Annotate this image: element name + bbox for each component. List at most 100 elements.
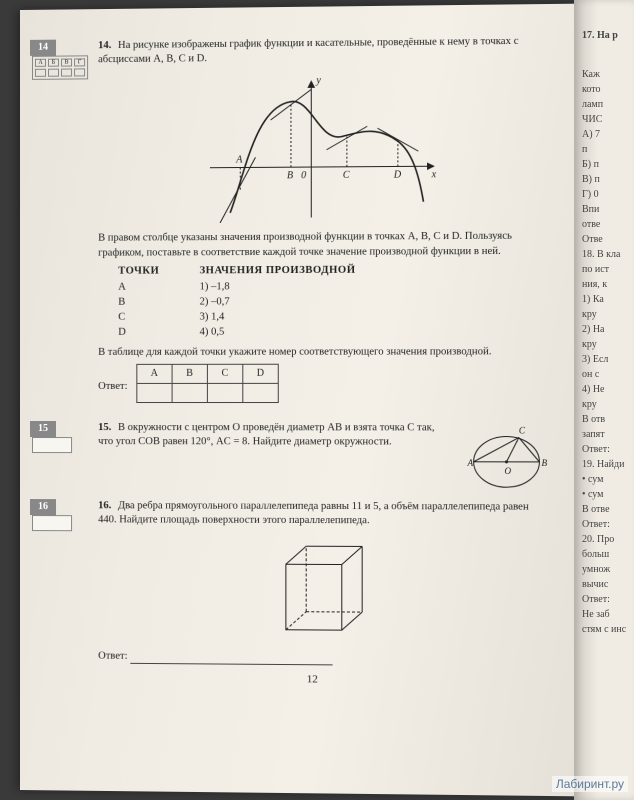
q16-content: 16. Два ребра прямоугольного параллелепи… — [98, 499, 548, 667]
q15-text: В окружности с центром O проведён диамет… — [98, 422, 434, 448]
q16-answer-line: Ответ: — [98, 650, 548, 668]
axis-label-x: x — [431, 170, 437, 181]
q16-answer-box[interactable] — [32, 515, 72, 531]
right-page-line: запят — [582, 429, 630, 440]
q16-margin: 16 — [30, 499, 90, 664]
right-page-peek: 17. На р КажкотолампЧИСА) 7 пБ) пВ) пГ) … — [574, 0, 634, 800]
right-page-line: Не заб — [582, 609, 630, 620]
answer-header: C — [207, 364, 242, 383]
point-item: C — [118, 311, 159, 325]
right-page-line: В отве — [582, 504, 630, 515]
watermark: Лабиринт.ру — [552, 776, 628, 792]
svg-text:A: A — [466, 457, 473, 467]
right-page-line: кру — [582, 309, 630, 320]
q16-text: Два ребра прямоугольного параллелепипеда… — [98, 500, 529, 526]
right-page-line: 1) Ка — [582, 294, 630, 305]
right-page-line: стям с инс — [582, 624, 630, 635]
right-page-line: В) п — [582, 174, 630, 185]
answer-cell[interactable] — [172, 383, 207, 402]
value-item: 1) –1,8 — [200, 280, 356, 295]
right-page-line: отве — [582, 219, 630, 230]
right-page-line: 20. Про — [582, 534, 630, 545]
q14-text2: В правом столбце указаны значения произв… — [98, 230, 548, 261]
answer-cell[interactable] — [137, 383, 172, 402]
q17-lead: 17. На р — [582, 30, 630, 41]
abvg-cell: А — [35, 59, 46, 67]
q14-text3: В таблице для каждой точки укажите номер… — [98, 345, 548, 360]
q15-margin: 15 — [30, 421, 90, 491]
right-page-line: умнож — [582, 564, 630, 575]
right-page-line: по ист — [582, 264, 630, 275]
q14-margin: 14 А Б В Г — [30, 39, 90, 412]
q14-content: 14. На рисунке изображены график функции… — [98, 34, 548, 412]
right-page-line: В отв — [582, 414, 630, 425]
answer-rule[interactable] — [130, 653, 332, 666]
axis-label-y: y — [315, 76, 321, 87]
svg-text:O: O — [504, 466, 511, 476]
q14-text1: На рисунке изображены график функции и к… — [98, 36, 518, 66]
answer-cell[interactable] — [243, 383, 278, 402]
right-page-line: А) 7 — [582, 129, 630, 140]
answer-header: A — [137, 364, 172, 383]
right-page-line: ламп — [582, 99, 630, 110]
right-page-line: Г) 0 — [582, 189, 630, 200]
q14-lead: 14. — [98, 40, 111, 51]
point-label-A: A — [235, 155, 243, 166]
answer-label: Ответ: — [98, 651, 127, 662]
page-number: 12 — [80, 672, 548, 688]
answer-label: Ответ: — [98, 380, 127, 394]
svg-text:B: B — [541, 458, 547, 468]
right-page-line: вычис — [582, 579, 630, 590]
q15-lead: 15. — [98, 422, 111, 433]
right-page-line: кру — [582, 399, 630, 410]
abvg-cell: Г — [74, 58, 85, 66]
right-page-line: кото — [582, 84, 630, 95]
question-15: 15 A B C O 15. — [80, 421, 548, 492]
right-page-line: Каж — [582, 69, 630, 80]
q14-answer-table: A B C D — [136, 363, 278, 402]
value-item: 4) 0,5 — [200, 326, 356, 341]
right-page-line: • сум — [582, 474, 630, 485]
point-label-C: C — [343, 170, 350, 181]
q16-number-badge: 16 — [30, 499, 56, 515]
abvg-cell: Б — [48, 59, 59, 67]
svg-text:C: C — [519, 425, 526, 435]
q15-content: A B C O 15. В окружности с центром O про… — [98, 421, 548, 492]
left-page: 14 А Б В Г 14. На рисунке изображены гра… — [20, 4, 589, 797]
right-page-line: Отве — [582, 234, 630, 245]
q14-number-badge: 14 — [30, 40, 56, 56]
q15-answer-box[interactable] — [32, 437, 72, 453]
value-item: 2) –0,7 — [200, 295, 356, 310]
right-page-line: кру — [582, 339, 630, 350]
value-item: 3) 1,4 — [200, 310, 356, 325]
right-page-line: Ответ: — [582, 594, 630, 605]
right-page-line: он с — [582, 369, 630, 380]
origin-label: 0 — [301, 170, 306, 181]
right-page-line: ЧИС — [582, 114, 630, 125]
right-page-line: 4) Не — [582, 384, 630, 395]
point-item: B — [118, 296, 159, 310]
right-page-line: больш — [582, 549, 630, 560]
q16-lead: 16. — [98, 500, 111, 511]
abvg-cell: В — [61, 58, 72, 66]
values-header: ЗНАЧЕНИЯ ПРОИЗВОДНОЙ — [200, 263, 356, 278]
q14-function-graph: y x A B 0 C D — [200, 70, 444, 223]
q14-abvg-grid: А Б В Г — [32, 55, 88, 80]
answer-header: B — [172, 364, 207, 383]
right-page-line: 2) На — [582, 324, 630, 335]
q14-answer-row: Ответ: A B C D — [98, 359, 548, 413]
points-column: ТОЧКИ A B C D — [118, 264, 159, 341]
point-item: D — [118, 326, 159, 340]
point-label-B: B — [287, 171, 293, 182]
values-column: ЗНАЧЕНИЯ ПРОИЗВОДНОЙ 1) –1,8 2) –0,7 3) … — [200, 263, 356, 341]
right-page-line: 3) Есл — [582, 354, 630, 365]
right-page-line: п — [582, 144, 630, 155]
answer-header: D — [243, 364, 278, 383]
answer-cell[interactable] — [207, 383, 242, 402]
q16-box-diagram — [266, 534, 378, 646]
point-label-D: D — [393, 170, 402, 181]
right-page-line: Впи — [582, 204, 630, 215]
right-page-line: Ответ: — [582, 519, 630, 530]
right-page-line: 18. В кла — [582, 249, 630, 260]
question-14: 14 А Б В Г 14. На рисунке изображены гра… — [80, 34, 548, 412]
